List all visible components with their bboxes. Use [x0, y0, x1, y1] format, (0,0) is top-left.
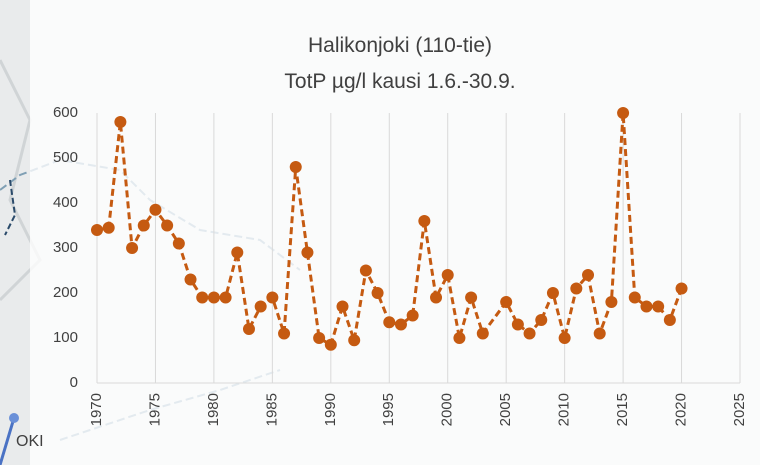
y-tick-label: 400: [53, 194, 78, 211]
map-label: OKI: [16, 433, 44, 450]
x-tick-label: 1980: [205, 393, 222, 426]
data-point: [137, 219, 150, 232]
data-point: [289, 161, 302, 173]
x-tick-label: 2000: [439, 393, 456, 426]
map-road: [0, 59, 42, 302]
data-point: [465, 291, 478, 304]
data-point: [628, 291, 641, 304]
data-point: [546, 287, 559, 299]
y-tick-label: 600: [53, 104, 78, 121]
data-point: [371, 287, 384, 299]
y-tick-label: 500: [53, 149, 78, 166]
data-point: [383, 316, 396, 329]
data-point: [394, 318, 407, 331]
data-point: [184, 273, 197, 286]
data-point: [640, 300, 653, 313]
data-point: [430, 291, 443, 304]
y-tick-label: 0: [70, 374, 78, 391]
data-point: [511, 318, 524, 331]
data-point: [418, 215, 431, 227]
data-point: [336, 300, 349, 313]
data-point: [91, 224, 103, 236]
data-point: [172, 237, 185, 250]
data-point: [313, 332, 326, 344]
data-point: [406, 309, 419, 322]
x-tick-label: 1995: [380, 393, 397, 426]
x-tick-label: 1990: [322, 393, 339, 426]
x-tick-label: 2020: [673, 393, 690, 426]
data-point: [453, 332, 466, 344]
data-point: [441, 269, 454, 281]
data-point: [582, 269, 595, 281]
data-point: [675, 282, 688, 295]
x-tick-label: 2025: [731, 393, 748, 426]
x-tick-label: 1975: [146, 393, 163, 426]
data-point: [476, 327, 489, 340]
map-border: [4, 179, 17, 236]
data-point: [652, 300, 665, 313]
data-point: [359, 264, 372, 277]
y-tick-label: 100: [53, 329, 78, 346]
data-point: [593, 327, 606, 340]
data-point: [278, 327, 291, 340]
data-point: [348, 334, 361, 347]
data-point: [301, 246, 314, 259]
data-point: [535, 314, 548, 326]
data-point: [196, 291, 209, 304]
data-point: [324, 338, 337, 351]
chart-subtitle: TotP µg/l kausi 1.6.-30.9.: [284, 70, 515, 93]
data-point: [254, 300, 267, 313]
y-tick-label: 200: [53, 284, 78, 301]
data-point: [558, 332, 571, 344]
data-point: [570, 282, 583, 295]
data-point: [500, 296, 513, 308]
data-point: [605, 296, 618, 308]
x-tick-label: 2005: [497, 393, 514, 426]
data-point: [663, 314, 676, 326]
chart-background: [30, 0, 760, 465]
x-tick-label: 1985: [263, 393, 280, 426]
series-line: [96, 112, 683, 347]
data-point: [207, 291, 220, 304]
data-point: [231, 246, 244, 259]
x-tick-label: 2015: [614, 393, 631, 426]
data-point: [149, 203, 162, 216]
x-tick-label: 2010: [556, 393, 573, 426]
map-point: [9, 413, 19, 423]
data-point: [114, 116, 127, 128]
data-point: [523, 327, 536, 340]
y-tick-label: 300: [53, 239, 78, 256]
data-point: [161, 219, 174, 232]
data-point: [102, 221, 115, 234]
data-point: [617, 107, 630, 119]
x-tick-label: 1970: [88, 393, 105, 426]
chart-title: Halikonjoki (110-tie): [308, 34, 492, 57]
data-point: [126, 242, 139, 254]
data-point: [242, 323, 255, 335]
map-route: [0, 417, 16, 465]
data-point: [219, 291, 232, 304]
data-point: [266, 291, 279, 304]
